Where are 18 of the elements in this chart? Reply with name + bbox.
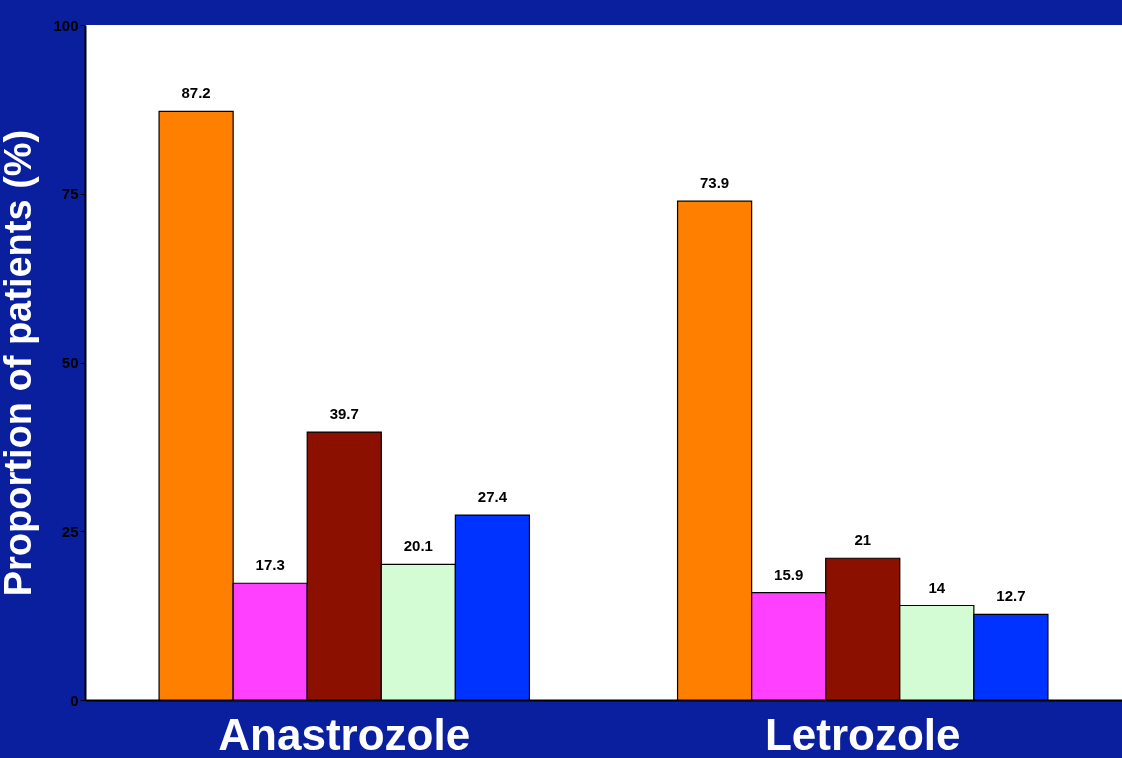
x-tick-label: Anastrozole — [218, 709, 471, 758]
y-axis-title: Proportion of patients (%) — [0, 129, 40, 597]
y-tick-label: 75 — [61, 185, 79, 203]
data-label: 87.2 — [181, 84, 211, 102]
data-label: 20.1 — [403, 537, 433, 555]
data-label: 21 — [854, 531, 872, 549]
data-label: 15.9 — [774, 565, 804, 583]
y-tick-label: 50 — [61, 354, 79, 371]
y-tick-label: 100 — [53, 16, 79, 34]
data-label: 27.4 — [477, 488, 508, 506]
data-label: 17.3 — [255, 556, 285, 574]
x-tick-label: Letrozole — [764, 709, 961, 758]
data-label: 39.7 — [329, 405, 359, 423]
y-tick-label: 0 — [70, 691, 79, 709]
data-label: 73.9 — [700, 174, 730, 192]
y-tick-label: 25 — [61, 522, 79, 540]
data-label: 12.7 — [996, 587, 1026, 605]
data-label: 14 — [928, 578, 946, 596]
